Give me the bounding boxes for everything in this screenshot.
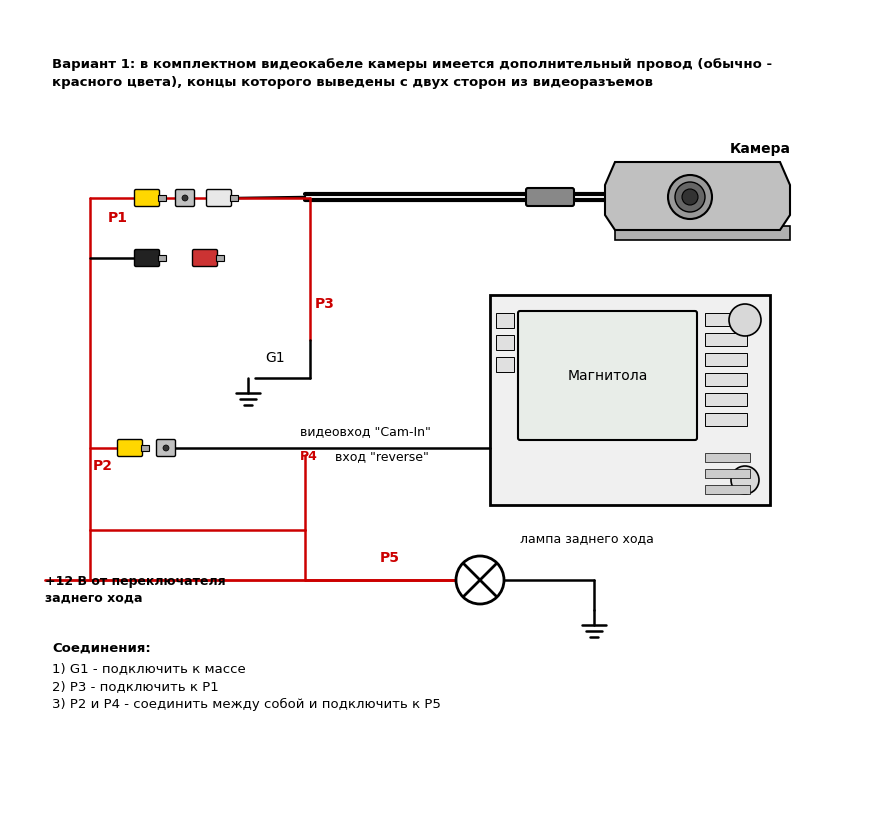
Circle shape (456, 556, 504, 604)
FancyBboxPatch shape (176, 190, 194, 207)
FancyBboxPatch shape (193, 250, 217, 267)
Polygon shape (605, 162, 790, 230)
Bar (705, 453, 750, 462)
Text: P5: P5 (380, 551, 400, 565)
Text: +12 В от переключателя: +12 В от переключателя (45, 575, 225, 588)
Circle shape (729, 304, 761, 336)
FancyBboxPatch shape (134, 250, 159, 267)
FancyBboxPatch shape (526, 188, 574, 206)
Bar (490, 295, 770, 505)
Bar (496, 313, 514, 328)
Circle shape (675, 182, 705, 212)
Circle shape (182, 195, 188, 201)
Text: Магнитола: Магнитола (568, 369, 648, 383)
Text: 1) G1 - подключить к массе: 1) G1 - подключить к массе (52, 662, 246, 675)
Bar (705, 313, 747, 326)
Bar (496, 357, 514, 372)
Bar (615, 226, 790, 240)
Text: P2: P2 (93, 459, 113, 473)
Text: Вариант 1: в комплектном видеокабеле камеры имеется дополнительный провод (обычн: Вариант 1: в комплектном видеокабеле кам… (52, 58, 772, 71)
Bar (216, 255, 224, 261)
Bar (705, 353, 747, 366)
FancyBboxPatch shape (207, 190, 232, 207)
Text: Соединения:: Соединения: (52, 642, 151, 655)
Bar (158, 195, 166, 201)
Text: P3: P3 (315, 297, 335, 311)
Circle shape (731, 466, 759, 494)
Text: P4: P4 (300, 450, 318, 463)
Circle shape (682, 189, 698, 205)
Text: P1: P1 (108, 211, 128, 225)
Bar (141, 445, 149, 451)
Bar (705, 485, 750, 494)
Circle shape (668, 175, 712, 219)
Text: 2) P3 - подключить к P1: 2) P3 - подключить к P1 (52, 680, 218, 693)
FancyBboxPatch shape (134, 190, 159, 207)
Text: G1: G1 (265, 351, 285, 365)
Text: 3) P2 и P4 - соединить между собой и подключить к P5: 3) P2 и P4 - соединить между собой и под… (52, 698, 441, 711)
Text: видеовход "Cam-In": видеовход "Cam-In" (300, 425, 431, 438)
Bar (705, 373, 747, 386)
Bar (705, 469, 750, 478)
Bar (705, 393, 747, 406)
Text: вход "reverse": вход "reverse" (335, 450, 429, 463)
Text: красного цвета), концы которого выведены с двух сторон из видеоразъемов: красного цвета), концы которого выведены… (52, 76, 653, 89)
FancyBboxPatch shape (156, 439, 176, 456)
Text: лампа заднего хода: лампа заднего хода (520, 532, 654, 545)
Bar (705, 413, 747, 426)
Bar (496, 335, 514, 350)
FancyBboxPatch shape (118, 439, 142, 456)
Bar (705, 333, 747, 346)
FancyBboxPatch shape (518, 311, 697, 440)
Text: Камера: Камера (729, 142, 790, 156)
Text: заднего хода: заднего хода (45, 592, 142, 605)
Bar (158, 255, 166, 261)
Bar (230, 195, 238, 201)
Circle shape (163, 445, 169, 451)
